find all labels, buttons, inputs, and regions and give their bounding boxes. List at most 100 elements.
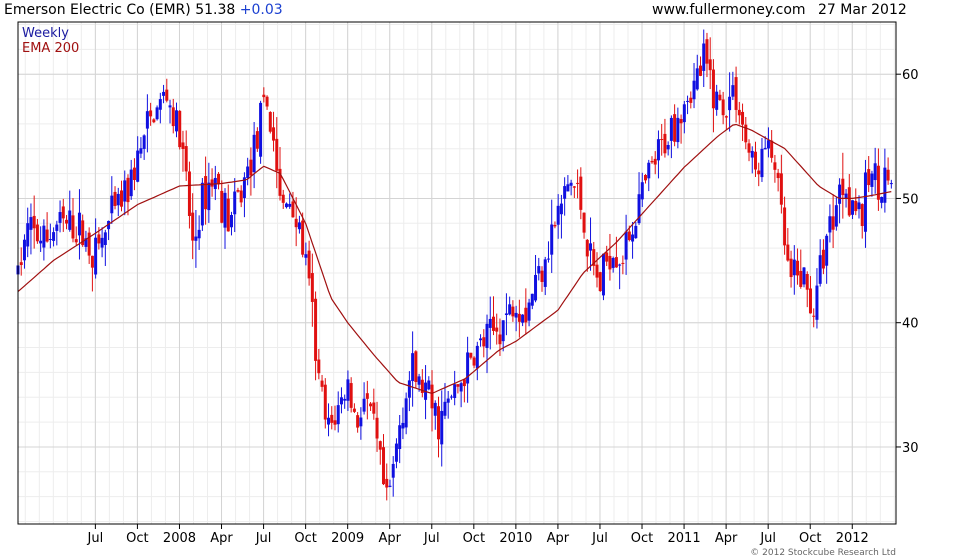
plot-frame	[17, 21, 897, 525]
candle-up	[123, 180, 127, 202]
candle-down	[572, 186, 576, 188]
chart-date: 27 Mar 2012	[818, 2, 907, 18]
candle-up	[48, 239, 52, 241]
candle-up	[543, 259, 547, 287]
candle-down	[673, 114, 677, 142]
chart-title: Emerson Electric Co (EMR) 51.38 +0.03	[4, 0, 283, 20]
candle-up	[174, 110, 178, 132]
candle-up	[327, 417, 331, 425]
candle-down	[126, 177, 130, 203]
candle-up	[116, 193, 120, 206]
x-tick-label: 2012	[836, 531, 869, 546]
candle-down	[45, 229, 49, 242]
candle-down	[178, 110, 182, 148]
grid-lines	[18, 22, 896, 524]
candle-up	[94, 237, 98, 275]
candle-down	[747, 143, 751, 153]
candle-up	[640, 182, 644, 200]
candle-up	[514, 312, 518, 318]
price-change: +0.03	[239, 2, 283, 18]
site-url[interactable]: www.fullermoney.com	[652, 2, 806, 18]
candle-down	[786, 244, 790, 261]
candle-down	[812, 315, 816, 317]
copyright-note: © 2012 Stockcube Research Ltd	[750, 548, 896, 558]
candle-down	[576, 182, 580, 184]
candle-up	[611, 258, 615, 268]
candle-up	[446, 398, 450, 403]
candle-up	[433, 402, 437, 416]
candle-down	[97, 234, 101, 244]
candle-down	[860, 204, 864, 227]
candle-down	[650, 160, 654, 163]
candle-up	[873, 163, 877, 181]
candle-down	[867, 169, 871, 186]
candle-up	[475, 345, 479, 369]
x-axis: Jul Oct 2008 Apr Jul Oct 2009 Apr Jul Oct 2010 Apr J…	[87, 524, 869, 546]
x-tick-label: 2010	[499, 531, 532, 546]
candle-down	[821, 249, 825, 269]
candle-up	[618, 264, 622, 266]
candle-up	[22, 239, 26, 261]
candle-down	[314, 298, 318, 361]
y-tick-label: 60	[902, 68, 919, 83]
candle-up	[508, 304, 512, 315]
candle-up	[556, 205, 560, 225]
candle-up	[851, 200, 855, 215]
candle-up	[453, 384, 457, 399]
candle-down	[789, 258, 793, 278]
x-tick-label: 2011	[668, 531, 701, 546]
candle-up	[844, 193, 848, 199]
candles	[16, 29, 893, 501]
candle-down	[372, 402, 376, 414]
x-tick-label: Jul	[591, 531, 608, 546]
candle-down	[294, 218, 298, 228]
candle-down	[113, 191, 117, 206]
candle-up	[68, 210, 72, 230]
candle-up	[501, 320, 505, 342]
candle-down	[734, 77, 738, 110]
candle-up	[58, 212, 62, 223]
candle-up	[559, 203, 563, 215]
candle-down	[239, 190, 243, 203]
candle-down	[585, 239, 589, 257]
x-tick-label: Oct	[631, 531, 653, 546]
candle-up	[84, 238, 88, 247]
x-tick-label: 2009	[331, 531, 364, 546]
candle-down	[644, 175, 648, 181]
x-tick-label: Apr	[715, 531, 738, 546]
candle-down	[369, 403, 373, 407]
candle-down	[420, 379, 424, 393]
candle-down	[265, 96, 269, 107]
candle-down	[598, 272, 602, 292]
candle-up	[695, 68, 699, 90]
candle-down	[149, 110, 153, 117]
candle-up	[42, 225, 46, 248]
candle-down	[204, 176, 208, 210]
candle-up	[200, 182, 204, 226]
candle-down	[90, 255, 94, 268]
candle-down	[317, 359, 321, 374]
candle-down	[757, 170, 761, 175]
x-tick-label: Oct	[463, 531, 485, 546]
candle-down	[805, 274, 809, 290]
candle-down	[281, 194, 285, 203]
candle-down	[621, 262, 625, 264]
candle-down	[699, 65, 703, 76]
candle-up	[394, 443, 398, 462]
candle-up	[485, 323, 489, 348]
candle-up	[398, 425, 402, 450]
candle-down	[608, 255, 612, 270]
candle-down	[779, 173, 783, 205]
x-tick-label: Jul	[255, 531, 272, 546]
candle-down	[847, 187, 851, 216]
candle-up	[145, 111, 149, 129]
candle-down	[582, 212, 586, 233]
candle-up	[136, 150, 140, 182]
candle-down	[605, 252, 609, 262]
candle-down	[511, 306, 515, 317]
candle-down	[753, 151, 757, 170]
candle-down	[268, 112, 272, 132]
candle-up	[521, 314, 525, 323]
candle-down	[152, 119, 156, 123]
